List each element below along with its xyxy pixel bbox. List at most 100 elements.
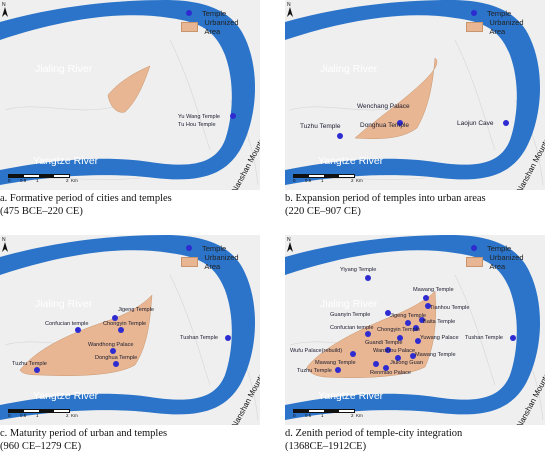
temple-marker: [365, 275, 371, 281]
temple-label: Laojun Cave: [457, 120, 494, 127]
legend-temple-label: Temple: [487, 8, 512, 18]
north-arrow-icon: N: [2, 237, 8, 252]
temple-label: Donghua Temple: [95, 355, 138, 361]
temple-label: Wenchang Palace: [357, 103, 410, 110]
legend: Temple Urbanized Area: [176, 241, 254, 271]
caption-d: d. Zenith period of temple-city integrat…: [285, 428, 463, 452]
scale-bar: 0 0.5 1 2 Km: [293, 409, 363, 421]
temple-marker: [425, 303, 431, 309]
temple-marker: [385, 310, 391, 316]
temple-marker: [503, 120, 509, 126]
temple-label: Chongyin Temple: [377, 327, 421, 333]
scale-bar: 0 0.5 1 2 Km: [293, 174, 363, 186]
temple-marker: [410, 353, 416, 359]
temple-marker: [75, 327, 81, 333]
legend-area-label: Urbanized Area: [489, 18, 524, 36]
temple-marker: [383, 365, 389, 371]
temple-marker: [34, 367, 40, 373]
yangtze-river-label: Yangtze River: [33, 155, 99, 167]
temple-label: Mawang Temple: [413, 287, 454, 293]
urbanized-area: [354, 57, 438, 139]
yangtze-river-label: Yangtze River: [318, 155, 384, 167]
north-arrow-icon: N: [2, 2, 8, 17]
map-canvas: [0, 0, 260, 190]
temple-marker: [225, 335, 231, 341]
legend-temple-label: Temple: [487, 243, 512, 253]
panel-d: N Temple Urbanized Area Jialing River Ya…: [285, 235, 550, 467]
urban-legend-icon: [181, 22, 199, 32]
legend-temple-label: Temple: [202, 8, 227, 18]
legend-area-label: Urbanized Area: [204, 253, 239, 271]
temple-marker: [112, 315, 118, 321]
caption-a: a. Formative period of cities and temple…: [0, 193, 172, 217]
jialing-river-label: Jialing River: [320, 63, 378, 75]
temple-marker: [118, 327, 124, 333]
temple-marker: [230, 113, 236, 119]
urbanized-area: [306, 290, 436, 378]
temple-label: Guandi Temple: [365, 340, 403, 346]
temple-label: Mawang Temple: [415, 352, 456, 358]
temple-marker: [373, 361, 379, 367]
temple-label: Wanshou Palace: [373, 348, 416, 354]
map-d: N Temple Urbanized Area Jialing River Ya…: [285, 235, 545, 425]
temple-label: Tuzhu Temple: [297, 368, 332, 374]
north-arrow-icon: N: [287, 2, 293, 17]
temple-marker: [335, 367, 341, 373]
temple-label: Renmiao Palace: [370, 370, 412, 376]
temple-marker: [110, 348, 116, 354]
temple-marker: [113, 361, 119, 367]
temple-label: Yiyang Temple: [340, 267, 377, 273]
svg-text:N: N: [287, 237, 291, 243]
jialing-river-label: Jialing River: [35, 63, 93, 75]
temple-label: Tushan Temple: [465, 335, 503, 341]
temple-label: Tushan Temple: [180, 335, 218, 341]
legend: Temple Urbanized Area: [176, 6, 254, 36]
temple-label: Wufu Palace(rebuild): [290, 348, 343, 354]
legend-area-label: Urbanized Area: [204, 18, 239, 36]
temple-label: Jiulong Guan: [390, 360, 423, 366]
legend-area-label: Urbanized Area: [489, 253, 524, 271]
scale-bar: 0 0.5 1 2 Km: [8, 174, 78, 186]
jialing-river-label: Jialing River: [320, 298, 378, 310]
temple-label: Jigeng Temple: [118, 307, 154, 313]
temple-marker: [415, 338, 421, 344]
legend: Temple Urbanized Area: [461, 241, 539, 271]
temple-label: Chongyin Temple: [103, 321, 147, 327]
yangtze-river-label: Yangtze River: [318, 390, 384, 402]
temple-marker: [385, 347, 391, 353]
temple-label: Yu Wang Temple: [178, 114, 220, 120]
temple-label: Guanyin Temple: [330, 312, 371, 318]
temple-label: Tianhou Temple: [430, 305, 470, 311]
temple-label: Yuwang Palace: [420, 335, 459, 341]
svg-text:N: N: [2, 237, 6, 243]
urbanized-area: [107, 65, 151, 113]
temple-label: Mawang Temple: [315, 360, 356, 366]
svg-text:N: N: [287, 2, 291, 8]
map-b: N Temple Urbanized Area Jialing River Ya…: [285, 0, 545, 190]
temple-marker: [397, 335, 403, 341]
temple-label: Confucian temple: [330, 325, 374, 331]
map-a: N Temple Urbanized Area Jialing River Ya…: [0, 0, 260, 190]
jialing-river-label: Jialing River: [35, 298, 93, 310]
caption-b: b. Expansion period of temples into urba…: [285, 193, 486, 217]
temple-legend-icon: [186, 10, 192, 16]
temple-marker: [419, 317, 425, 323]
temple-label: Jigeng Temple: [390, 313, 426, 319]
temple-label: Tuzhu Temple: [12, 361, 47, 367]
legend-temple-label: Temple: [202, 243, 227, 253]
temple-marker: [337, 133, 343, 139]
panel-c: N Temple Urbanized Area Jialing River Ya…: [0, 235, 275, 467]
temple-label: Wandhong Palace: [88, 342, 134, 348]
temple-marker: [413, 325, 419, 331]
temple-label: Tuzhu Temple: [300, 123, 341, 130]
temple-marker: [423, 295, 429, 301]
temple-marker: [405, 320, 411, 326]
north-arrow-icon: N: [287, 237, 293, 252]
scale-bar: 0 0.5 1 2 Km: [8, 409, 78, 421]
yangtze-river-label: Yangtze River: [33, 390, 99, 402]
temple-label: Baita Temple: [423, 319, 456, 325]
temple-marker: [350, 351, 356, 357]
temple-label: Donghua Temple: [360, 122, 410, 129]
caption-c: c. Maturity period of urban and temples(…: [0, 428, 168, 452]
svg-text:N: N: [2, 2, 6, 8]
